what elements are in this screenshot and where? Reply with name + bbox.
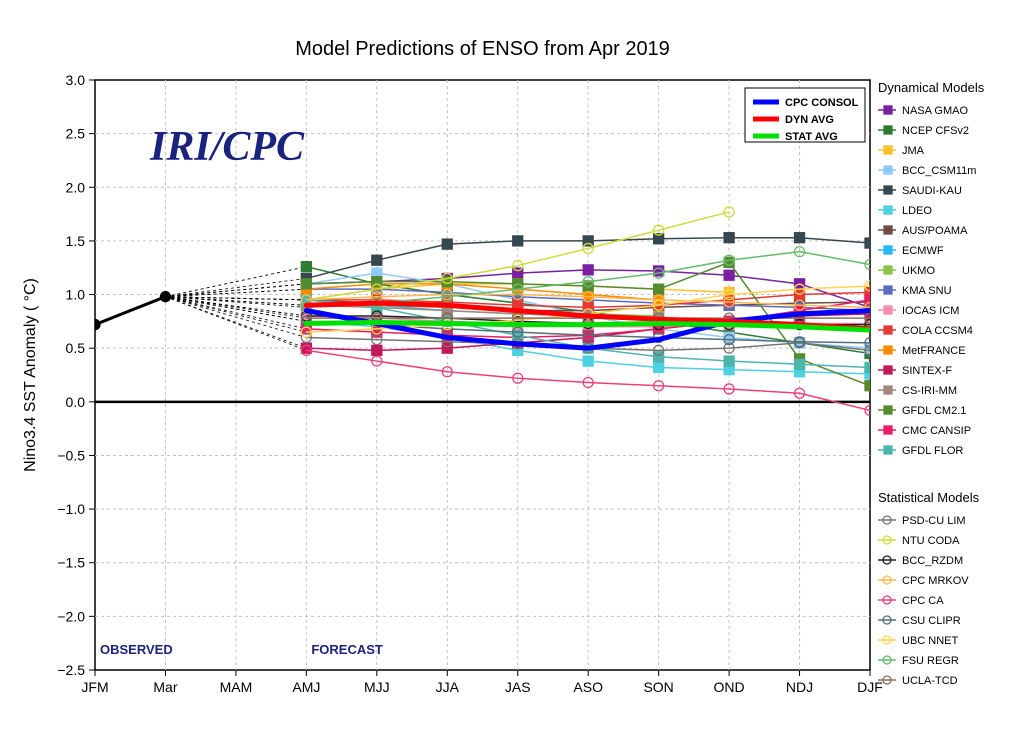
legend-group-title: Statistical Models [878,490,980,505]
observed-badge: OBSERVED [100,642,173,657]
y-tick-label: −1.5 [57,555,85,571]
x-tick-label: JJA [436,679,460,695]
y-tick-label: −2.0 [57,608,85,624]
legend-item-label: FSU REGR [902,655,959,667]
legend-item-label: CMC CANSIP [902,425,971,437]
y-tick-label: 0.0 [66,394,86,410]
x-tick-label: Mar [153,679,177,695]
y-tick-label: 1.5 [66,233,86,249]
y-tick-label: 3.0 [66,72,86,88]
y-tick-label: −2.5 [57,662,85,678]
legend-item-label: CS-IRI-MM [902,385,957,397]
y-tick-label: 2.5 [66,126,86,142]
x-tick-label: NDJ [786,679,813,695]
legend-item-label: BCC_CSM11m [902,165,976,177]
x-tick-label: OND [714,679,745,695]
legend-item-label: UCLA-TCD [902,675,958,687]
chart-title: Model Predictions of ENSO from Apr 2019 [295,38,670,60]
legend-item-label: CSU CLIPR [902,615,961,627]
legend-item-label: GFDL CM2.1 [902,405,966,417]
x-tick-label: AMJ [292,679,320,695]
x-tick-label: MJJ [364,679,390,695]
y-tick-label: 1.0 [66,287,86,303]
x-tick-label: ASO [573,679,603,695]
watermark: IRI/CPC [149,124,305,170]
legend-item-label: IOCAS ICM [902,305,959,317]
x-tick-label: SON [643,679,673,695]
forecast-badge: FORECAST [311,642,383,657]
x-tick-label: MAM [220,679,253,695]
legend-item-label: SAUDI-KAU [902,185,962,197]
legend-group-title: Dynamical Models [878,80,985,95]
y-tick-label: −1.0 [57,501,85,517]
enso-plume-chart: Model Predictions of ENSO from Apr 2019 −… [0,0,1024,745]
legend-item-label: ECMWF [902,245,944,257]
legend-item-label: MetFRANCE [902,345,966,357]
legend-item-label: UKMO [902,265,935,277]
legend-item-label: CPC MRKOV [902,575,969,587]
legend-item-label: BCC_RZDM [902,555,963,567]
legend-item-label: UBC NNET [902,635,959,647]
legend-item-label: STAT AVG [785,131,838,143]
legend-item-label: GFDL FLOR [902,445,963,457]
legend-item-label: PSD-CU LIM [902,515,966,527]
y-tick-label: −0.5 [57,447,85,463]
legend-item-label: NASA GMAO [902,105,968,117]
legend-item-label: JMA [902,145,925,157]
legend-item-label: KMA SNU [902,285,952,297]
legend-item-label: CPC CA [902,595,944,607]
legend-item-label: COLA CCSM4 [902,325,973,337]
legend-item-label: DYN AVG [785,114,834,126]
legend-item-label: NTU CODA [902,535,960,547]
x-tick-label: JFM [81,679,108,695]
legend-item-label: LDEO [902,205,932,217]
x-tick-label: DJF [857,679,883,695]
y-tick-label: 2.0 [66,179,86,195]
legend-item-label: CPC CONSOL [785,97,859,109]
legend-item-label: SINTEX-F [902,365,952,377]
legend-item-label: AUS/POAMA [902,225,968,237]
legend-item-label: NCEP CFSv2 [902,125,969,137]
y-tick-label: 0.5 [66,340,86,356]
x-tick-label: JAS [505,679,531,695]
y-axis-label: Nino3.4 SST Anomaly ( °C) [22,278,39,472]
